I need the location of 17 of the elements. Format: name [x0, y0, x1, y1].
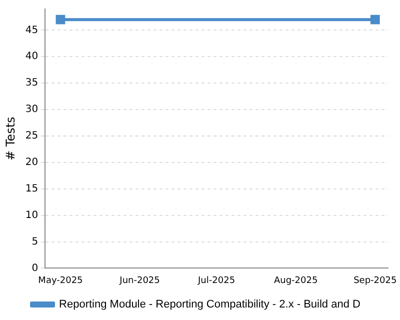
x-tick-label: Aug-2025: [274, 276, 318, 286]
y-tick-label: 25: [25, 130, 38, 142]
y-tick-label: 15: [25, 183, 38, 194]
y-tick-label: 35: [25, 78, 38, 89]
y-tick-label: 5: [32, 236, 38, 248]
y-tick-label: 30: [25, 104, 38, 116]
y-axis-title: # Tests: [3, 116, 18, 160]
y-tick-label: 0: [32, 262, 38, 274]
legend-label: Reporting Module - Reporting Compatibility - 2.x - Build and D: [59, 298, 361, 311]
x-tick-label: May-2025: [38, 276, 83, 286]
y-tick-label: 45: [25, 24, 38, 36]
x-tick-label: Jul-2025: [197, 276, 236, 286]
x-tick-label: Sep-2025: [354, 276, 397, 286]
y-tick-label: 20: [25, 157, 38, 168]
x-tick-label: Jun-2025: [118, 276, 160, 286]
y-tick-label: 10: [25, 210, 38, 221]
y-tick-label: 40: [25, 51, 38, 62]
